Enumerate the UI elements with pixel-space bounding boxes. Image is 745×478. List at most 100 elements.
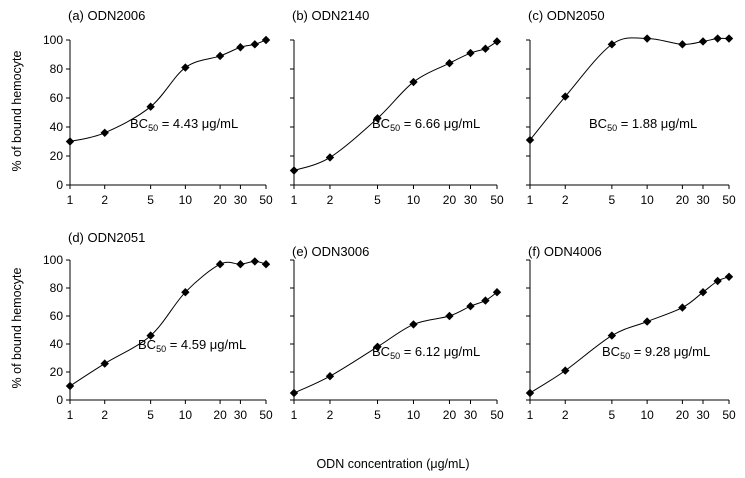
bc50-subscript: 50	[390, 123, 400, 133]
x-tick-label-b: 10	[407, 193, 421, 207]
data-point-f	[713, 276, 722, 286]
data-point-c	[561, 92, 570, 101]
data-point-d	[146, 331, 155, 340]
y-tick-label-a: 20	[50, 149, 64, 163]
y-tick-label-d: 20	[50, 365, 64, 379]
y-tick-label-d: 0	[56, 393, 63, 407]
x-tick-label-f: 5	[609, 408, 616, 422]
x-tick-label-b: 50	[490, 193, 504, 207]
bc50-subscript: 50	[390, 351, 400, 361]
x-tick-label-f: 20	[676, 408, 690, 422]
data-point-d	[65, 381, 75, 391]
x-tick-label-f: 2	[562, 408, 569, 422]
bc50-prefix: BC	[602, 344, 620, 359]
x-tick-label-a: 10	[179, 193, 193, 207]
data-point-b	[289, 166, 299, 175]
x-tick-label-b: 2	[327, 193, 334, 207]
data-point-c	[642, 34, 652, 43]
data-point-b	[373, 114, 382, 123]
data-point-a	[146, 102, 155, 111]
bc50-subscript: 50	[620, 351, 630, 361]
data-point-f	[607, 331, 617, 340]
data-point-c	[678, 40, 687, 49]
x-tick-label-c: 1	[527, 193, 534, 207]
data-point-e	[373, 342, 382, 351]
series-line-b	[293, 41, 498, 171]
y-tick-label-d: 100	[43, 253, 63, 267]
x-tick-label-d: 10	[179, 408, 193, 422]
bc50-label-a: BC50 = 4.43 μg/mL	[130, 116, 238, 133]
bc50-value: = 6.66 μg/mL	[400, 116, 480, 131]
bc50-prefix: BC	[589, 116, 607, 131]
x-tick-label-c: 5	[609, 193, 616, 207]
x-tick-label-e: 2	[327, 408, 334, 422]
data-point-a	[250, 40, 260, 49]
x-tick-label-f: 30	[696, 408, 710, 422]
bc50-prefix: BC	[138, 337, 156, 352]
x-tick-label-e: 10	[407, 408, 421, 422]
data-point-f	[698, 288, 708, 297]
data-point-e	[492, 288, 502, 297]
bc50-prefix: BC	[372, 344, 390, 359]
x-tick-label-d: 5	[147, 408, 154, 422]
x-tick-label-b: 1	[291, 193, 298, 207]
data-point-c	[525, 135, 535, 145]
x-tick-label-d: 1	[67, 408, 74, 422]
x-tick-label-f: 10	[640, 408, 654, 422]
x-tick-label-b: 30	[464, 193, 478, 207]
bc50-value: = 9.28 μg/mL	[630, 344, 710, 359]
data-point-a	[261, 35, 271, 45]
data-point-f	[724, 272, 734, 281]
bc50-subscript: 50	[156, 344, 166, 354]
data-point-d	[250, 257, 260, 266]
data-point-c	[607, 40, 617, 49]
bc50-subscript: 50	[148, 123, 158, 133]
data-point-a	[236, 43, 245, 52]
panel-title-c: (c) ODN2050	[528, 8, 605, 23]
data-point-b	[325, 153, 335, 162]
y-tick-label-a: 80	[50, 62, 64, 76]
y-tick-label-a: 60	[50, 91, 64, 105]
data-point-b	[466, 48, 475, 58]
data-point-d	[100, 359, 109, 368]
bc50-label-f: BC50 = 9.28 μg/mL	[602, 344, 710, 361]
x-tick-label-e: 30	[464, 408, 478, 422]
data-point-f	[642, 317, 652, 326]
data-point-e	[409, 320, 418, 329]
series-line-d	[69, 260, 267, 387]
x-tick-label-d: 50	[259, 408, 273, 422]
y-tick-label-a: 100	[43, 33, 63, 47]
x-tick-label-a: 2	[101, 193, 108, 207]
data-point-f	[678, 303, 687, 312]
x-tick-label-f: 1	[527, 408, 534, 422]
x-tick-label-d: 2	[101, 408, 108, 422]
y-axis-title-bottom: % of bound hemocyte	[10, 268, 24, 389]
series-line-f	[529, 276, 730, 394]
x-tick-label-e: 50	[490, 408, 504, 422]
x-tick-label-c: 10	[640, 193, 654, 207]
bc50-label-b: BC50 = 6.66 μg/mL	[372, 116, 480, 133]
bc50-value: = 4.43 μg/mL	[158, 116, 238, 131]
data-point-c	[724, 34, 734, 43]
x-tick-label-a: 1	[67, 193, 74, 207]
panel-title-e: (e) ODN3006	[292, 244, 369, 259]
data-point-d	[215, 260, 225, 269]
y-tick-label-d: 60	[50, 309, 64, 323]
data-point-b	[481, 44, 490, 53]
x-tick-label-c: 20	[676, 193, 690, 207]
x-axis-title: ODN concentration (μg/mL)	[316, 457, 469, 471]
x-tick-label-a: 50	[259, 193, 273, 207]
data-point-d	[181, 288, 190, 297]
x-tick-label-e: 20	[443, 408, 457, 422]
bc50-label-d: BC50 = 4.59 μg/mL	[138, 337, 246, 354]
x-tick-label-a: 20	[213, 193, 227, 207]
panel-title-a: (a) ODN2006	[68, 8, 145, 23]
y-tick-label-a: 40	[50, 120, 64, 134]
data-point-d	[236, 260, 245, 269]
data-point-f	[525, 388, 535, 398]
data-point-b	[492, 37, 502, 46]
x-tick-label-e: 1	[291, 408, 298, 422]
